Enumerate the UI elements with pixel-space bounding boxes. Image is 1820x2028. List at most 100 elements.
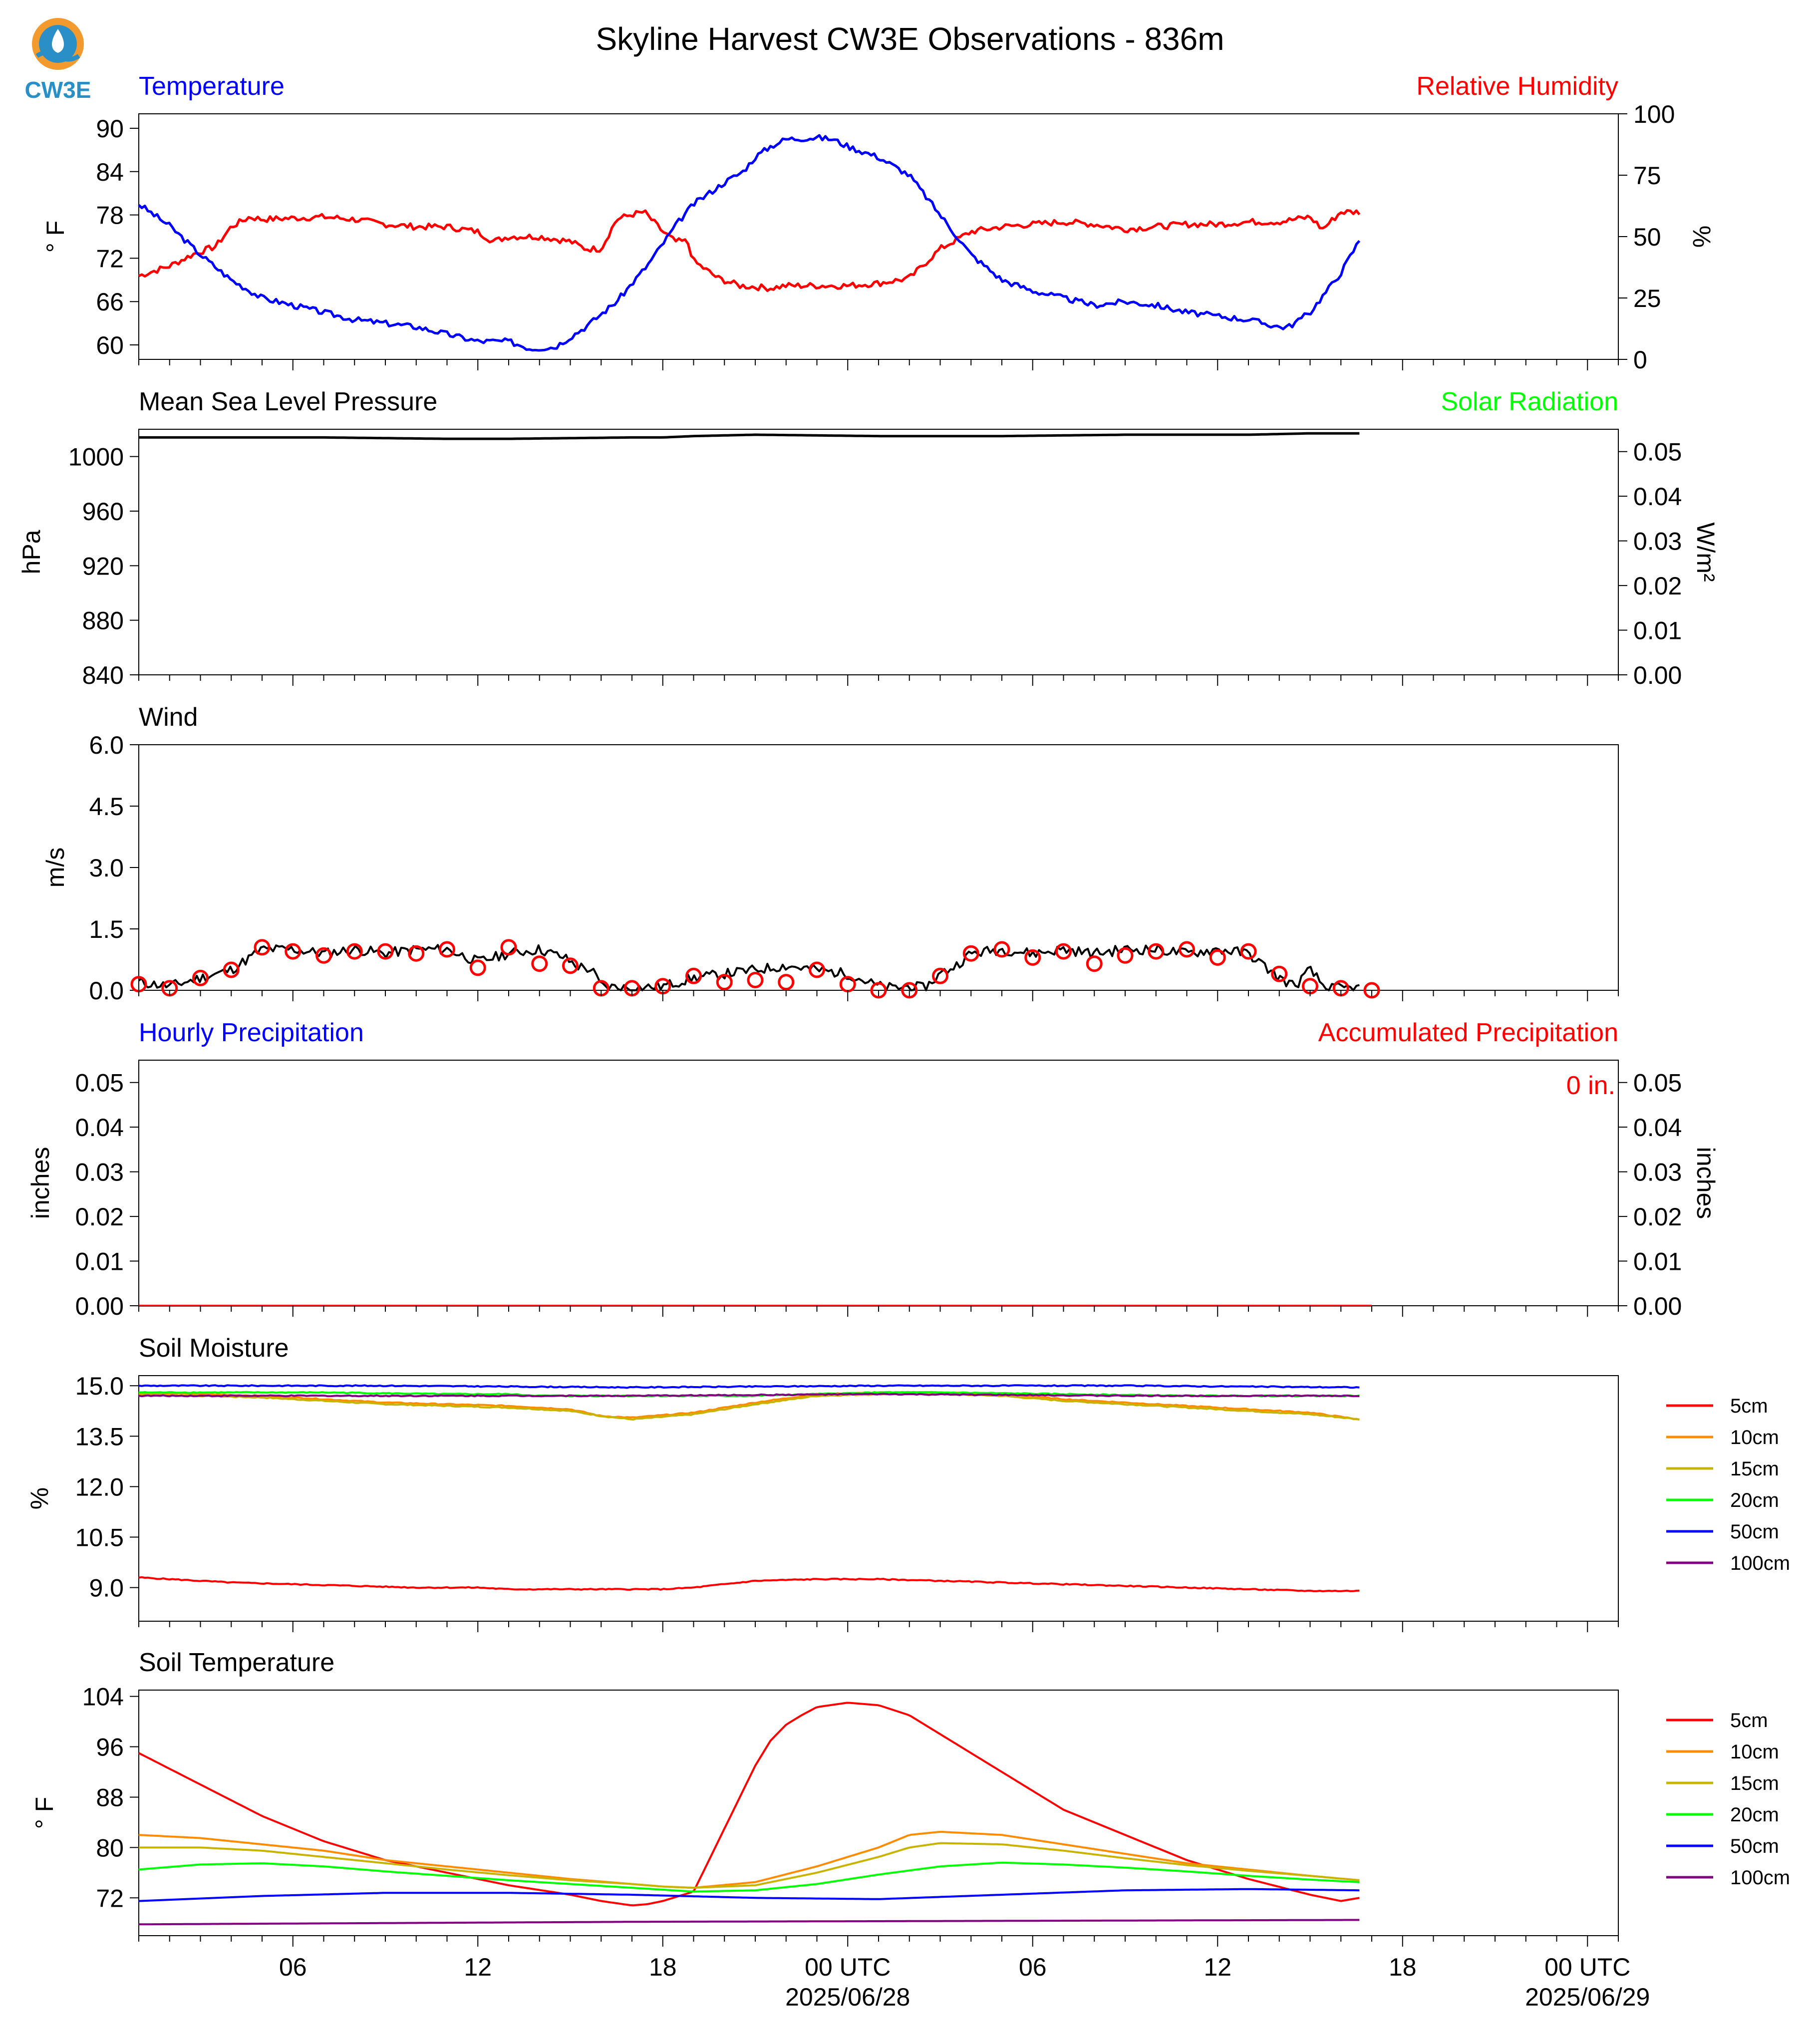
pressure-axis-tick-label: 920: [82, 552, 124, 580]
rh-series-line: [138, 209, 1361, 292]
soil-moisture-axis-tick-label: 13.5: [75, 1423, 124, 1450]
soil-moisture-legend-label: 15cm: [1730, 1458, 1779, 1480]
wind-gust-marker: [285, 943, 302, 960]
wind-gust-marker: [500, 939, 517, 956]
accum-precip-title: Accumulated Precipitation: [1318, 1018, 1618, 1047]
wind-gust-marker: [531, 955, 548, 972]
precip-unit-label: inches: [26, 1147, 54, 1219]
wind-axis-tick-label: 0.0: [89, 977, 124, 1005]
solar-axis-tick-label: 0.02: [1633, 572, 1682, 600]
precip-axis-tick-label: 0.00: [75, 1292, 124, 1320]
wind-gust-marker: [932, 967, 948, 984]
rh-axis-tick-label: 25: [1633, 285, 1661, 312]
precip-axis-tick-label: 0.01: [75, 1248, 124, 1276]
soil-moisture-axis-tick-label: 10.5: [75, 1524, 124, 1552]
soil-temp-legend-label: 15cm: [1730, 1772, 1779, 1794]
rh-axis-tick-label: 100: [1633, 100, 1675, 128]
accum-axis-tick-label: 0.02: [1633, 1203, 1682, 1231]
soil-temp-legend-label: 50cm: [1730, 1835, 1779, 1857]
wind-gust-marker: [315, 947, 332, 964]
rh-unit-label: %: [1688, 226, 1716, 248]
accum-axis-tick-label: 0.01: [1633, 1248, 1682, 1276]
rh-axis-tick-label: 0: [1633, 346, 1647, 374]
temp-unit-label: ° F: [41, 221, 69, 253]
soil-temp-axis-tick-label: 80: [96, 1834, 124, 1862]
accum-axis-tick-label: 0.05: [1633, 1069, 1682, 1097]
precip-axis-tick-label: 0.02: [75, 1203, 124, 1231]
pressure-series-line: [139, 432, 1360, 440]
panel-soil-moisture-frame: [138, 1375, 1619, 1622]
wind-gust-marker: [439, 941, 455, 958]
temp-axis-tick-label: 60: [96, 331, 124, 359]
wind-gust-marker: [1117, 947, 1134, 964]
solar-axis-tick-label: 0.04: [1633, 483, 1682, 511]
soil-temp-unit-label: ° F: [30, 1797, 58, 1829]
solar-axis-tick-label: 0.05: [1633, 438, 1682, 466]
soil-moisture-15cm-line: [139, 1393, 1360, 1421]
soil-temp-100cm-line: [139, 1919, 1360, 1926]
wind-gust-marker: [1271, 965, 1288, 982]
accum-unit-label: inches: [1692, 1147, 1720, 1219]
wind-gust-marker: [993, 941, 1010, 958]
accum-precip-total: 0 in.: [1566, 1071, 1615, 1100]
soil-moisture-axis-tick-label: 15.0: [75, 1372, 124, 1400]
soil-moisture-legend-label: 10cm: [1730, 1427, 1779, 1449]
temperature-series-line: [138, 134, 1361, 352]
wind-gust-marker: [685, 967, 702, 984]
panel-temp-rh-frame: [138, 113, 1619, 360]
solar-title: Solar Radiation: [1441, 387, 1618, 416]
x-tick-label: 00 UTC: [1544, 1953, 1630, 1981]
solar-axis-tick-label: 0.00: [1633, 661, 1682, 689]
temp-axis-tick-label: 66: [96, 288, 124, 316]
soil-temp-10cm-line: [138, 1831, 1360, 1889]
precip-axis-tick-label: 0.05: [75, 1069, 124, 1097]
wind-gust-marker: [223, 961, 240, 978]
soil-moisture-legend-label: 5cm: [1730, 1395, 1768, 1417]
wind-gust-marker: [1148, 943, 1165, 960]
wind-gust-marker: [1086, 955, 1103, 972]
wind-gust-marker: [469, 959, 486, 976]
rh-axis-tick-label: 50: [1633, 223, 1661, 251]
wind-title: Wind: [139, 703, 198, 732]
solar-axis-tick-label: 0.01: [1633, 617, 1682, 645]
pressure-axis-tick-label: 880: [82, 607, 124, 635]
soil-temp-axis-tick-label: 72: [96, 1884, 124, 1912]
soil-moisture-title: Soil Moisture: [139, 1334, 289, 1363]
x-tick-label: 00 UTC: [805, 1953, 891, 1981]
soil-temp-axis-tick-label: 88: [96, 1783, 124, 1811]
temp-axis-tick-label: 78: [96, 202, 124, 230]
rh-title: Relative Humidity: [1416, 72, 1618, 101]
wind-gust-marker: [778, 974, 795, 991]
wind-gust-marker: [346, 943, 363, 960]
temp-axis-tick-label: 72: [96, 245, 124, 273]
wind-gust-marker: [1024, 949, 1041, 966]
soil-temp-axis-tick-label: 104: [82, 1683, 124, 1711]
soil-temp-15cm-line: [139, 1842, 1360, 1889]
accum-axis-tick-label: 0.00: [1633, 1292, 1682, 1320]
wind-gust-marker: [1209, 949, 1226, 966]
x-tick-label: 06: [279, 1953, 307, 1981]
soil-moisture-legend-label: 50cm: [1730, 1521, 1779, 1543]
soil-moisture-10cm-line: [138, 1391, 1360, 1421]
solar-unit-label: W/m²: [1692, 522, 1720, 581]
hourly-precip-title: Hourly Precipitation: [139, 1018, 364, 1047]
panel-precip-frame: [138, 1060, 1619, 1306]
soil-moisture-legend-label: 100cm: [1730, 1552, 1790, 1574]
x-tick-label: 18: [649, 1953, 677, 1981]
solar-axis-tick-label: 0.03: [1633, 528, 1682, 556]
soil-moisture-100cm-line: [138, 1393, 1360, 1398]
soil-temp-legend-label: 20cm: [1730, 1804, 1779, 1826]
chart-marks: 60 66 72 78 84 90 0 25 50 75 100 840 880 920 960 1000 0.…: [68, 100, 1790, 2011]
wind-gust-marker: [901, 982, 918, 999]
soil-temp-legend-label: 10cm: [1730, 1741, 1779, 1763]
soil-temp-title: Soil Temperature: [139, 1648, 334, 1677]
precip-axis-tick-label: 0.03: [75, 1159, 124, 1186]
wind-gust-marker: [716, 974, 733, 991]
soil-moisture-unit-label: %: [25, 1487, 53, 1509]
x-tick-label: 12: [1204, 1953, 1231, 1981]
x-date-label: 2025/06/29: [1525, 1983, 1650, 2011]
pressure-axis-tick-label: 840: [82, 661, 124, 689]
accum-axis-tick-label: 0.03: [1633, 1159, 1682, 1186]
wind-gust-marker: [377, 943, 394, 960]
soil-temp-legend-label: 100cm: [1730, 1867, 1790, 1889]
